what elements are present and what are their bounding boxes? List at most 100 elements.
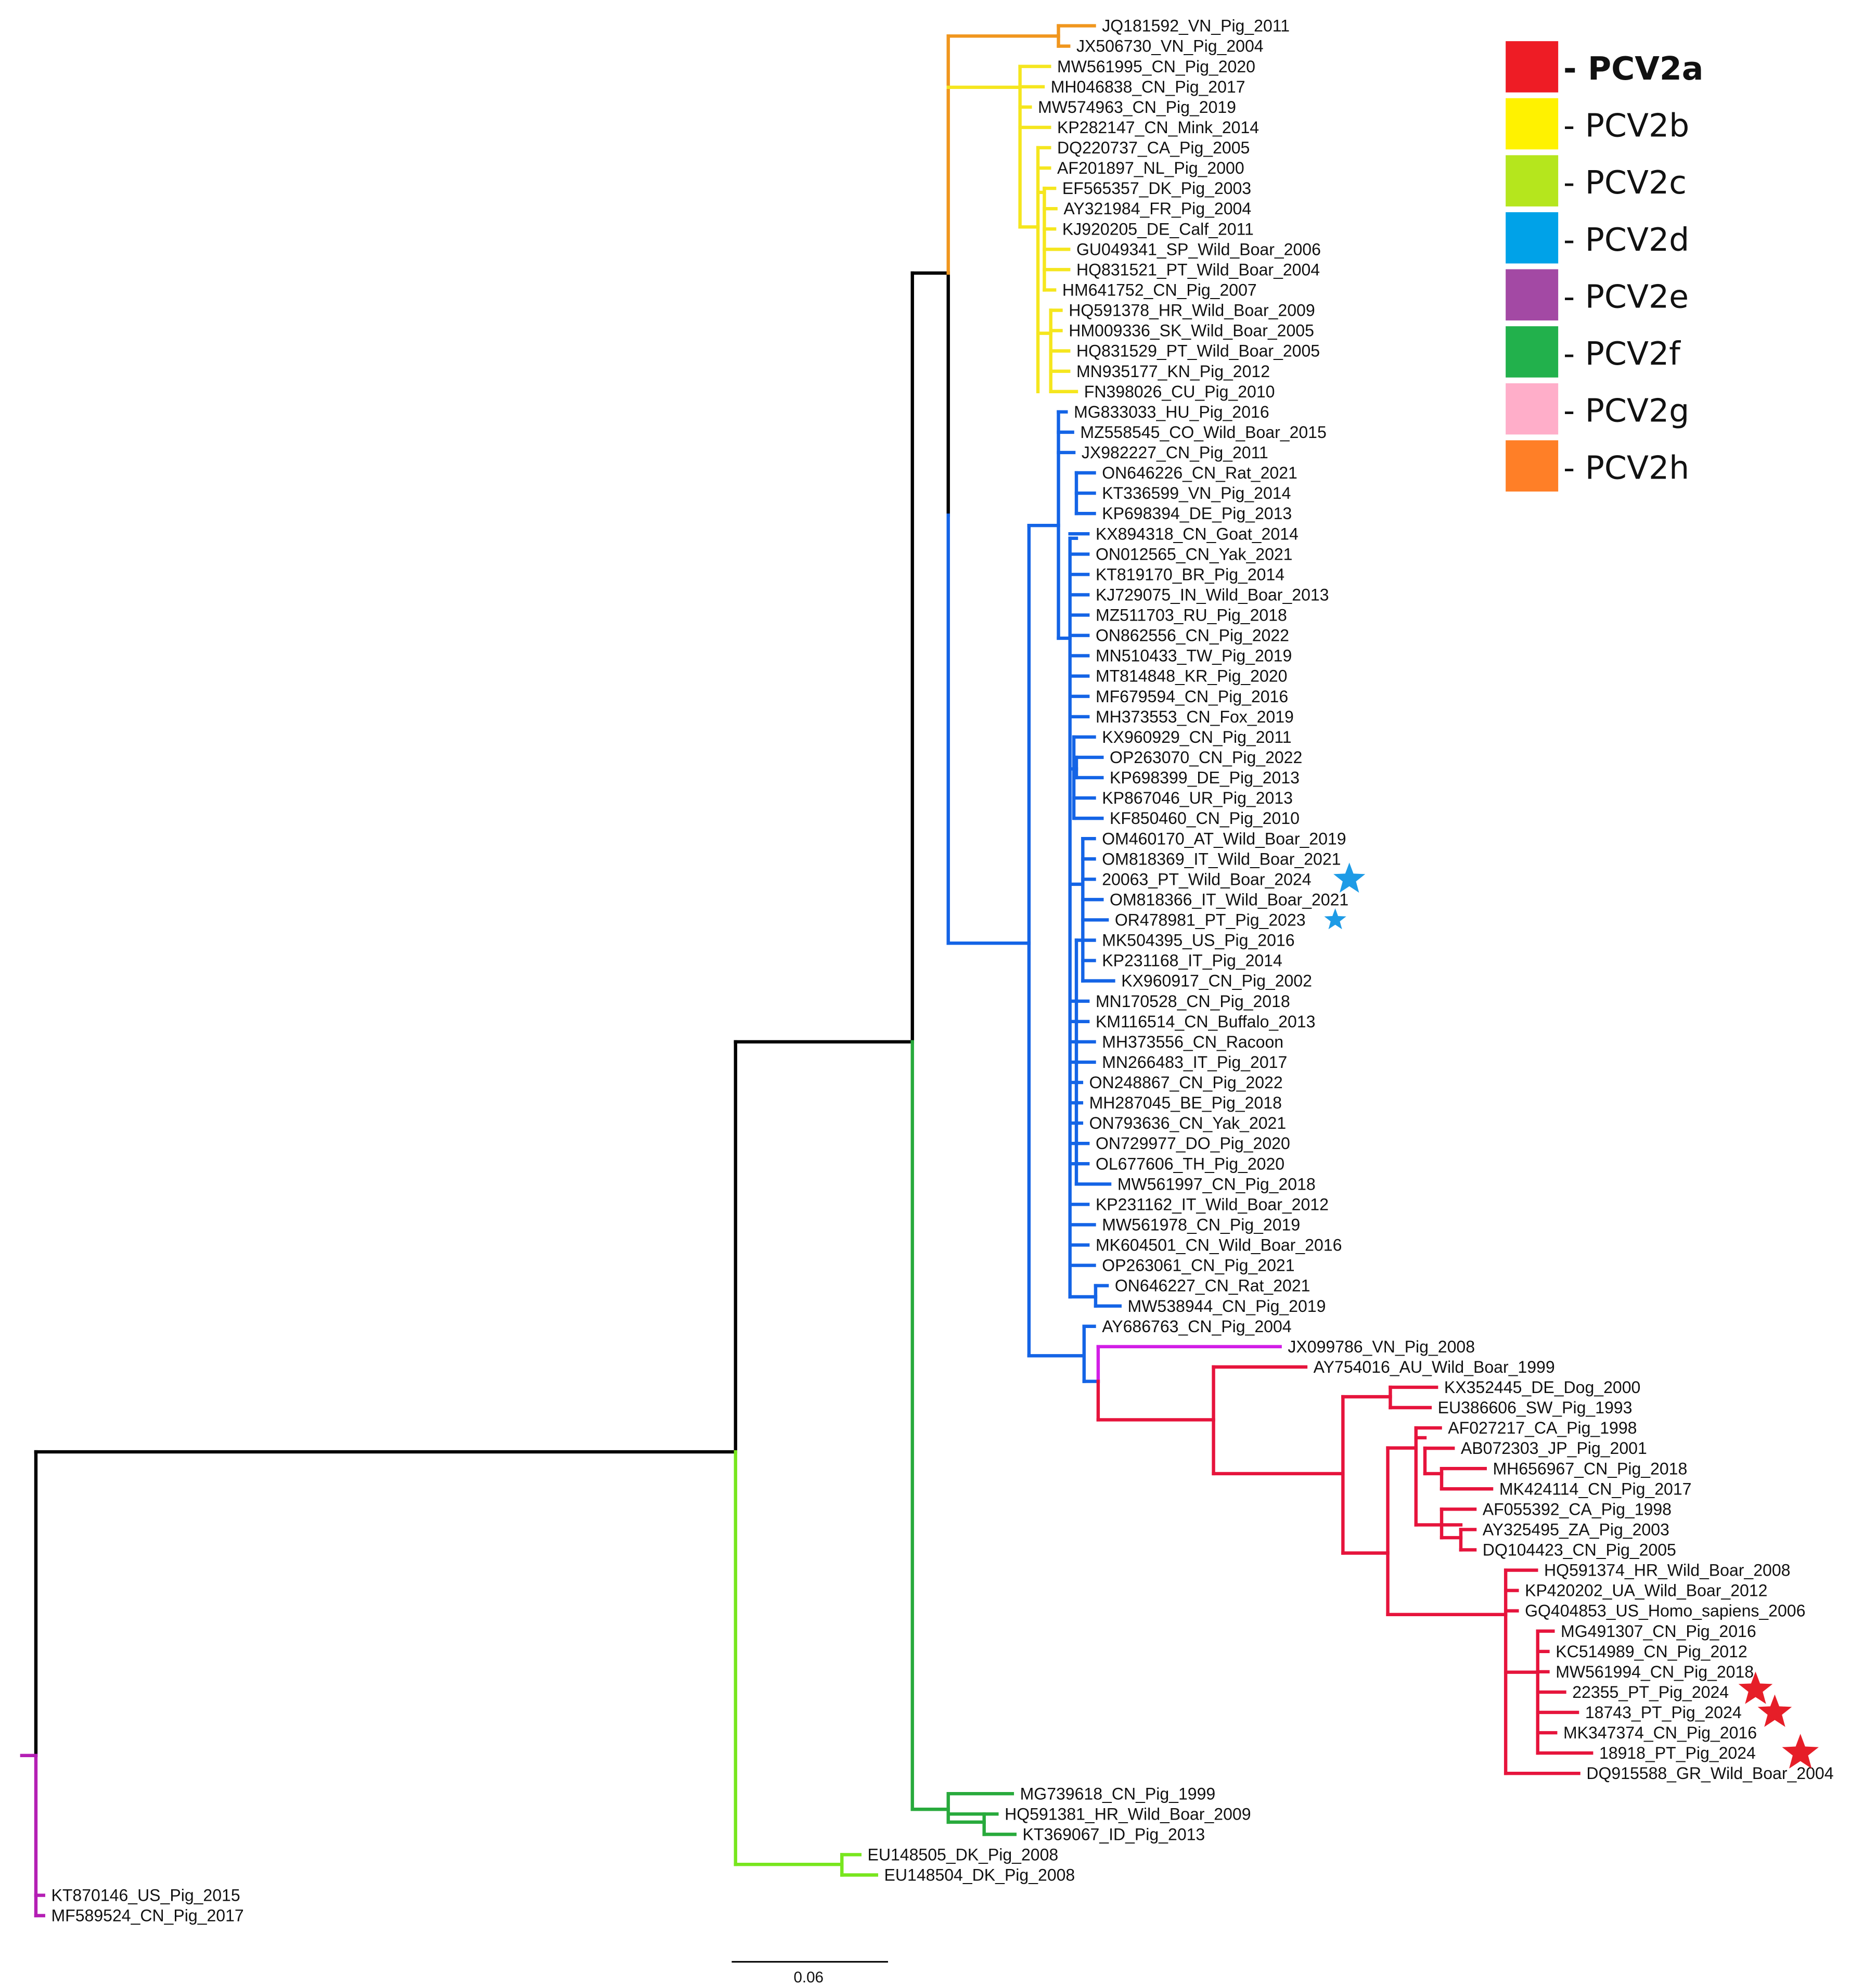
leaf-label: MF679594_CN_Pig_2016	[1096, 687, 1288, 706]
leaf-label: DQ220737_CA_Pig_2005	[1057, 138, 1250, 157]
legend-swatch	[1506, 440, 1559, 492]
legend-label: - PCV2a	[1563, 50, 1703, 87]
leaf-label: KT369067_ID_Pig_2013	[1023, 1825, 1205, 1844]
leaf-label: OP263070_CN_Pig_2022	[1110, 748, 1302, 767]
leaf-label: MH287045_BE_Pig_2018	[1089, 1093, 1282, 1112]
leaf-label: HQ831521_PT_Wild_Boar_2004	[1076, 260, 1320, 279]
leaf-label: ON012565_CN_Yak_2021	[1096, 545, 1293, 563]
leaf-label: 18918_PT_Pig_2024	[1599, 1744, 1756, 1762]
leaf-label: MF589524_CN_Pig_2017	[52, 1906, 244, 1925]
leaf-label: MW561995_CN_Pig_2020	[1057, 57, 1255, 76]
leaf-label: KM116514_CN_Buffalo_2013	[1096, 1012, 1315, 1031]
leaf-label: MK424114_CN_Pig_2017	[1499, 1479, 1692, 1498]
star-marker-icon	[1738, 1671, 1773, 1704]
leaf-label: HQ591381_HR_Wild_Boar_2009	[1005, 1804, 1251, 1823]
leaf-label: KX352445_DE_Dog_2000	[1444, 1378, 1640, 1397]
legend-swatch	[1506, 269, 1559, 321]
leaf-label: MN510433_TW_Pig_2019	[1096, 647, 1292, 665]
legend-label: - PCV2f	[1563, 335, 1681, 372]
star-marker-icon	[1324, 908, 1346, 930]
leaf-label: HQ591378_HR_Wild_Boar_2009	[1069, 301, 1315, 320]
legend-swatch	[1506, 326, 1559, 378]
leaf-label: KX960929_CN_Pig_2011	[1102, 728, 1291, 746]
leaf-label: MH656967_CN_Pig_2018	[1493, 1459, 1688, 1478]
leaf-label: KP420202_UA_Wild_Boar_2012	[1525, 1581, 1767, 1600]
leaf-label: JQ181592_VN_Pig_2011	[1102, 17, 1290, 35]
legend-swatch	[1506, 212, 1559, 264]
leaf-label: DQ915588_GR_Wild_Boar_2004	[1586, 1764, 1833, 1783]
leaf-labels: JQ181592_VN_Pig_2011 JX506730_VN_Pig_2004…	[52, 17, 1834, 1925]
leaf-label: FN398026_CU_Pig_2010	[1084, 382, 1275, 401]
leaf-label: ON248867_CN_Pig_2022	[1089, 1073, 1283, 1092]
leaf-label: OP263061_CN_Pig_2021	[1102, 1256, 1294, 1275]
leaf-label: KT870146_US_Pig_2015	[52, 1886, 240, 1905]
legend-label: - PCV2d	[1563, 221, 1689, 259]
leaf-label: KP698394_DE_Pig_2013	[1102, 504, 1292, 523]
leaf-label: MN266483_IT_Pig_2017	[1102, 1053, 1287, 1072]
leaf-label: ON646227_CN_Rat_2021	[1115, 1277, 1310, 1295]
star-marker-icon	[1333, 862, 1366, 893]
legend-label: - PCV2g	[1563, 392, 1689, 430]
legend-swatch	[1506, 98, 1559, 150]
leaf-label: KP282147_CN_Mink_2014	[1057, 118, 1259, 137]
leaf-label: MG833033_HU_Pig_2016	[1074, 403, 1269, 421]
leaf-label: MK504395_US_Pig_2016	[1102, 931, 1294, 950]
leaf-label: MW574963_CN_Pig_2019	[1038, 98, 1236, 117]
legend-label: - PCV2b	[1563, 107, 1689, 145]
leaf-label: KP698399_DE_Pig_2013	[1110, 768, 1300, 787]
leaf-label: AY321984_FR_Pig_2004	[1063, 199, 1251, 218]
leaf-label: KJ729075_IN_Wild_Boar_2013	[1096, 585, 1329, 604]
leaf-label: AB072303_JP_Pig_2001	[1461, 1439, 1647, 1458]
legend: - PCV2a - PCV2b - PCV2c - PCV2d - PCV2e - PCV…	[1506, 41, 1703, 492]
leaf-label: MH373556_CN_Racoon	[1102, 1033, 1283, 1051]
legend-swatch	[1506, 383, 1559, 435]
leaf-label: AY686763_CN_Pig_2004	[1102, 1317, 1291, 1336]
legend-swatch	[1506, 155, 1559, 207]
leaf-label: MZ511703_RU_Pig_2018	[1096, 606, 1287, 625]
leaf-label: KC514989_CN_Pig_2012	[1556, 1642, 1747, 1661]
leaf-label: MN935177_KN_Pig_2012	[1076, 362, 1270, 381]
leaf-label: JX099786_VN_Pig_2008	[1288, 1337, 1475, 1356]
leaf-label: MH046838_CN_Pig_2017	[1051, 78, 1245, 96]
legend-label: - PCV2e	[1563, 278, 1689, 315]
leaf-label: OM818369_IT_Wild_Boar_2021	[1102, 849, 1341, 868]
leaf-label: EU148505_DK_Pig_2008	[868, 1846, 1059, 1864]
leaf-label: MW538944_CN_Pig_2019	[1128, 1297, 1326, 1316]
leaf-label: MK604501_CN_Wild_Boar_2016	[1096, 1236, 1342, 1255]
leaf-label: ON793636_CN_Yak_2021	[1089, 1114, 1287, 1132]
leaf-label: GU049341_SP_Wild_Boar_2006	[1076, 240, 1321, 259]
leaf-label: KT819170_BR_Pig_2014	[1096, 565, 1284, 584]
leaf-label: HQ591374_HR_Wild_Boar_2008	[1544, 1561, 1790, 1580]
leaf-label: MZ558545_CO_Wild_Boar_2015	[1080, 423, 1326, 442]
leaf-label: KT336599_VN_Pig_2014	[1102, 484, 1291, 502]
star-marker-icon	[1782, 1734, 1819, 1769]
leaf-label: GQ404853_US_Homo_sapiens_2006	[1525, 1602, 1805, 1620]
leaf-label: MW561994_CN_Pig_2018	[1556, 1662, 1754, 1681]
leaf-label: EU386606_SW_Pig_1993	[1438, 1398, 1633, 1417]
leaf-label: JX982227_CN_Pig_2011	[1082, 443, 1268, 462]
leaf-label: ON646226_CN_Rat_2021	[1102, 463, 1297, 482]
star-marker-icon	[1757, 1694, 1792, 1727]
leaf-label: MG491307_CN_Pig_2016	[1561, 1622, 1756, 1641]
leaf-label: ON862556_CN_Pig_2022	[1096, 626, 1289, 645]
leaf-label: AF027217_CA_Pig_1998	[1448, 1419, 1637, 1437]
legend-swatch	[1506, 41, 1559, 93]
leaf-label: KX960917_CN_Pig_2002	[1121, 972, 1312, 990]
leaf-label: OL677606_TH_Pig_2020	[1096, 1154, 1284, 1173]
leaf-label: MN170528_CN_Pig_2018	[1096, 992, 1290, 1011]
leaf-label: DQ104423_CN_Pig_2005	[1483, 1541, 1676, 1559]
leaf-label: MT814848_KR_Pig_2020	[1096, 667, 1287, 686]
leaf-label: OM818366_IT_Wild_Boar_2021	[1110, 890, 1348, 909]
leaf-label: MH373553_CN_Fox_2019	[1096, 707, 1294, 726]
leaf-label: AY325495_ZA_Pig_2003	[1483, 1520, 1669, 1539]
leaf-label: JX506730_VN_Pig_2004	[1076, 37, 1264, 56]
leaf-label: KP231168_IT_Pig_2014	[1102, 951, 1282, 970]
leaf-label: OR478981_PT_Pig_2023	[1115, 911, 1306, 930]
leaf-label: MK347374_CN_Pig_2016	[1563, 1723, 1757, 1742]
leaf-label: 22355_PT_Pig_2024	[1572, 1683, 1729, 1702]
leaf-label: MW561978_CN_Pig_2019	[1102, 1215, 1300, 1234]
leaf-label: KJ920205_DE_Calf_2011	[1062, 220, 1254, 238]
leaf-label: HM641752_CN_Pig_2007	[1062, 281, 1257, 300]
leaf-label: 18743_PT_Pig_2024	[1585, 1703, 1742, 1722]
